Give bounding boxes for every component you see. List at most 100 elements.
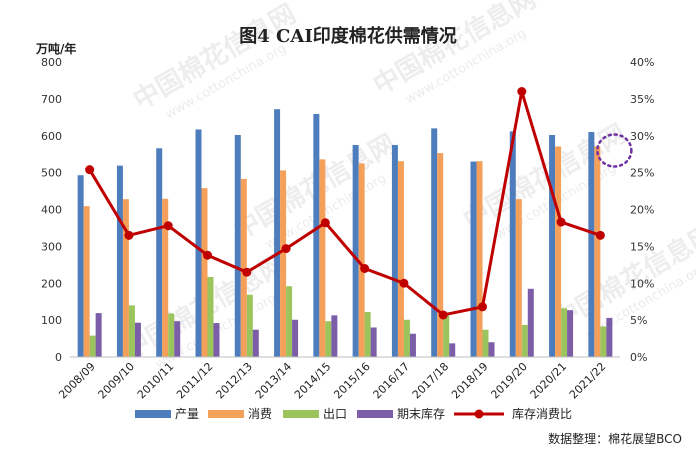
bar-3	[364, 312, 371, 357]
left-tick-label: 600	[41, 130, 62, 143]
bar-3	[246, 294, 253, 357]
annotation-dotted-circle	[596, 133, 633, 168]
bar-2	[358, 163, 365, 357]
ratio-line	[88, 90, 601, 317]
ratio-point	[438, 310, 448, 320]
bar-2	[515, 199, 522, 357]
bar-1	[588, 132, 595, 357]
bar-1	[391, 144, 398, 357]
left-tick-label: 300	[41, 240, 62, 253]
bar-2	[437, 153, 444, 357]
legend: 产量 消费 出口 期末库存 库存消费比	[135, 406, 572, 421]
bar-series	[77, 109, 613, 358]
right-tick-label: 30%	[630, 130, 654, 143]
bar-4	[292, 319, 299, 357]
legend-swatch-3	[283, 410, 319, 418]
bar-3	[561, 308, 568, 357]
bar-3	[286, 286, 293, 357]
bar-1	[116, 165, 123, 357]
category-label: 2011/12	[174, 360, 216, 402]
ratio-point	[281, 244, 291, 254]
legend-swatch-2	[208, 410, 244, 418]
bar-1	[234, 135, 241, 357]
right-tick-label: 25%	[630, 167, 654, 180]
legend-label: 库存消费比	[512, 406, 572, 421]
bar-2	[319, 159, 326, 357]
y-axis-unit-label: 万吨/年	[35, 41, 76, 56]
category-label: 2009/10	[96, 360, 138, 402]
right-tick-label: 5%	[630, 314, 647, 327]
legend-label: 出口	[323, 407, 347, 421]
category-label: 2019/20	[488, 360, 530, 402]
bar-4	[449, 343, 456, 357]
legend-line-marker	[474, 409, 484, 419]
watermark-text: 中国棉花信息网	[368, 0, 541, 101]
ratio-point	[203, 250, 212, 260]
bar-4	[213, 323, 220, 357]
ratio-line-series	[85, 87, 605, 320]
right-tick-label: 10%	[630, 277, 654, 290]
legend-swatch-4	[357, 410, 393, 418]
left-tick-label: 700	[41, 93, 62, 106]
bar-2	[397, 161, 404, 357]
left-tick-label: 200	[41, 277, 62, 290]
category-label: 2020/21	[528, 360, 570, 402]
bar-1	[549, 135, 556, 357]
bar-3	[600, 326, 607, 357]
category-label: 2008/09	[56, 360, 98, 402]
bar-4	[134, 322, 141, 357]
bar-3	[128, 305, 135, 357]
bar-4	[331, 315, 338, 357]
bar-1	[470, 161, 477, 357]
bar-4	[409, 333, 416, 357]
legend-label: 产量	[175, 407, 199, 421]
bar-2	[122, 199, 129, 357]
right-axis-ticks: 0% 5% 10% 15% 20% 25% 30% 35% 40%	[630, 56, 654, 364]
legend-label: 期末库存	[397, 406, 445, 421]
bar-1	[274, 109, 281, 357]
bar-3	[325, 321, 332, 357]
ratio-point	[242, 267, 252, 277]
bar-3	[521, 324, 528, 357]
legend-swatch-1	[135, 410, 171, 418]
bar-3	[89, 335, 96, 357]
bar-3	[403, 319, 410, 357]
bar-2	[240, 178, 247, 357]
bar-3	[443, 315, 450, 357]
left-axis-ticks: 0 100 200 300 400 500 600 700 800	[41, 56, 62, 364]
category-label: 2013/14	[253, 360, 295, 402]
left-tick-label: 500	[41, 167, 62, 180]
bar-2	[594, 146, 601, 357]
chart-title: 图4 CAI印度棉花供需情况	[239, 25, 457, 47]
bar-1	[352, 144, 359, 357]
category-label: 2017/18	[410, 360, 452, 402]
left-tick-label: 800	[41, 56, 62, 69]
category-label: 2021/22	[567, 360, 609, 402]
bar-4	[488, 342, 495, 357]
bar-3	[207, 276, 214, 357]
ratio-point	[517, 87, 527, 96]
ratio-point	[595, 230, 605, 240]
bar-1	[431, 128, 438, 357]
bar-3	[482, 329, 489, 357]
left-tick-label: 0	[55, 351, 62, 364]
category-label: 2018/19	[449, 360, 491, 402]
ratio-point	[556, 217, 566, 227]
bar-1	[156, 148, 163, 357]
category-label: 2015/16	[331, 360, 373, 402]
ratio-point	[399, 278, 409, 288]
ratio-point	[124, 230, 134, 240]
bar-2	[201, 188, 208, 357]
legend-label: 消费	[248, 407, 272, 421]
bar-1	[313, 113, 320, 358]
bar-4	[174, 321, 181, 357]
category-label: 2012/13	[213, 360, 255, 402]
bar-4	[527, 288, 534, 357]
ratio-point	[360, 264, 370, 273]
left-tick-label: 100	[41, 314, 62, 327]
bar-2	[162, 198, 169, 357]
ratio-point	[163, 221, 173, 231]
bar-1	[77, 175, 84, 357]
bar-2	[280, 170, 287, 357]
